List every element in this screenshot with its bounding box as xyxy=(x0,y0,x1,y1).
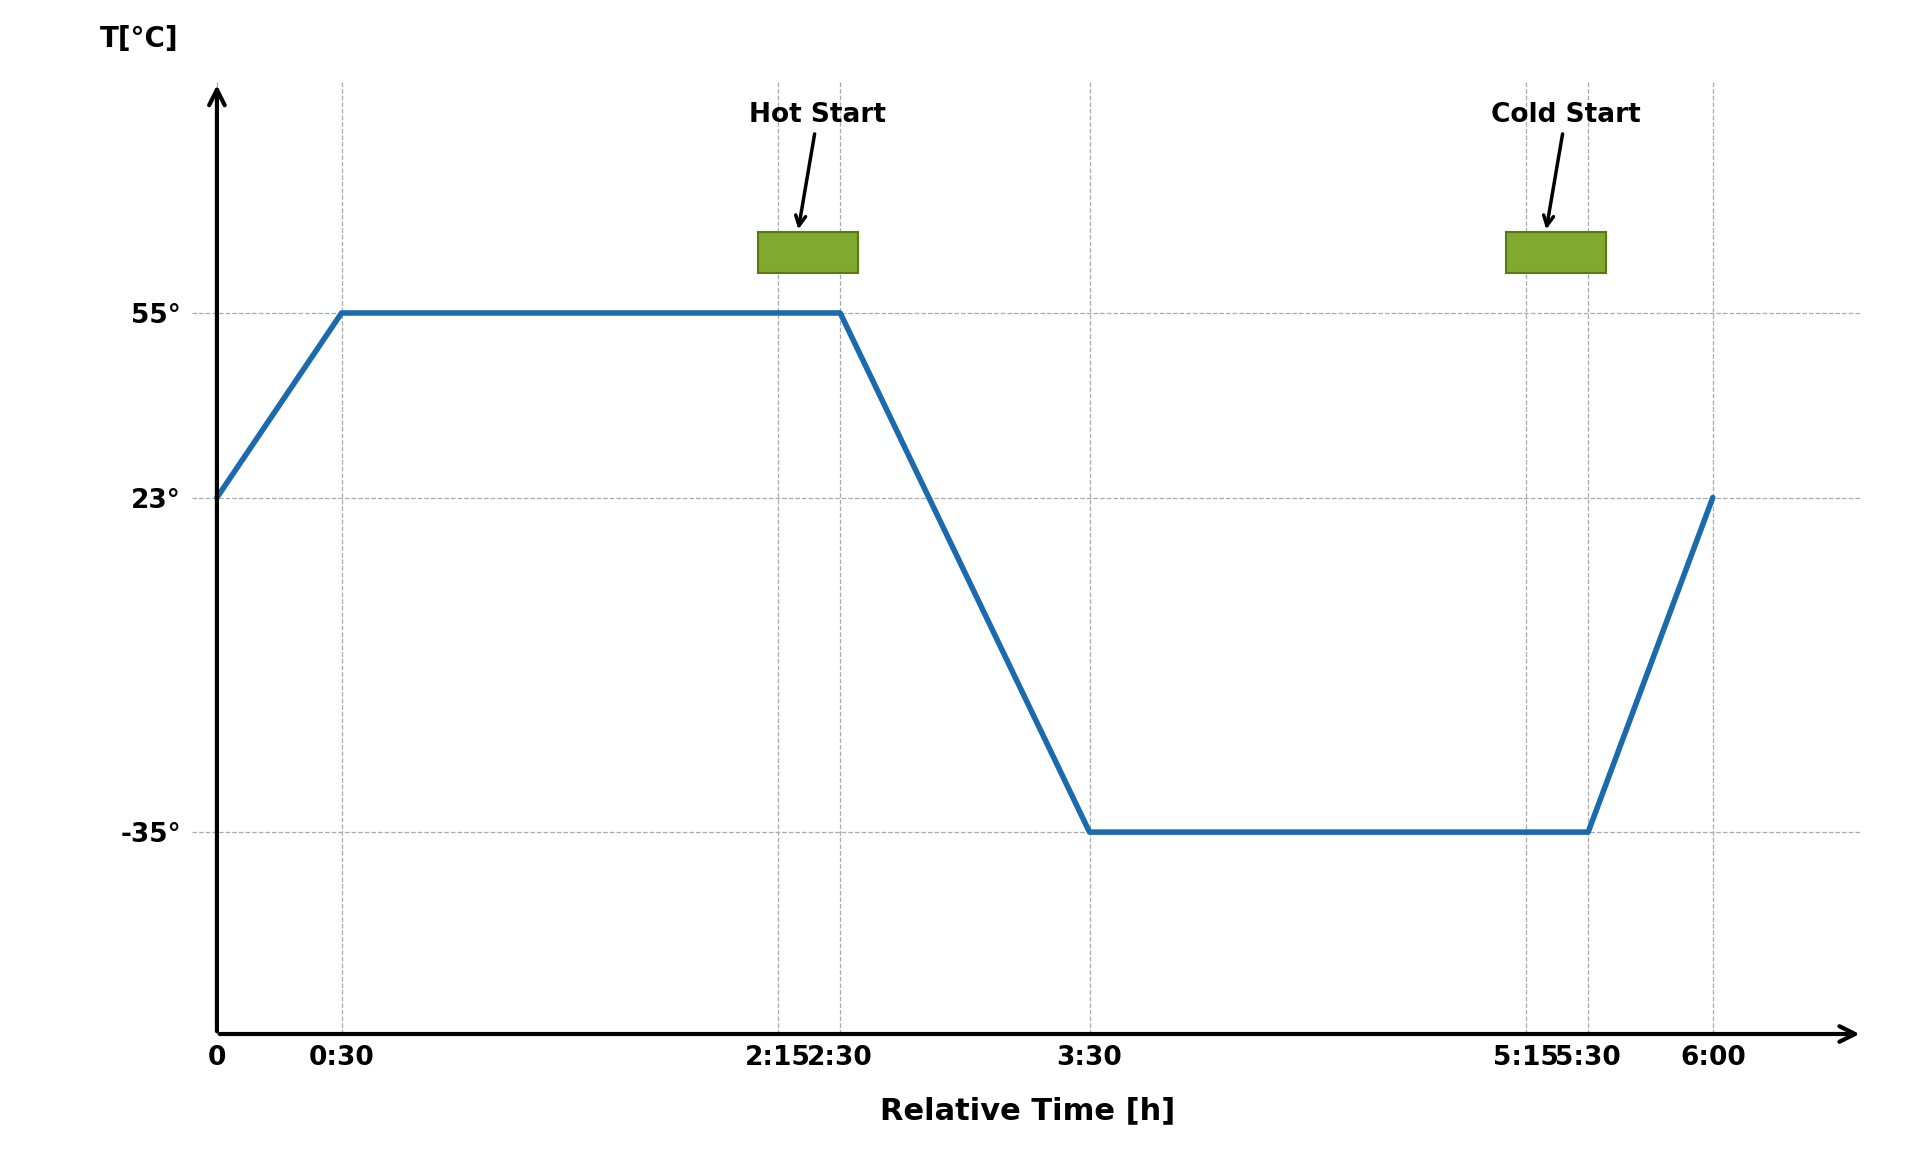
Text: Hot Start: Hot Start xyxy=(749,102,887,226)
Text: T[°C]: T[°C] xyxy=(100,25,179,53)
X-axis label: Relative Time [h]: Relative Time [h] xyxy=(879,1096,1175,1126)
Bar xyxy=(758,233,858,273)
Bar xyxy=(1505,233,1605,273)
Text: Cold Start: Cold Start xyxy=(1490,102,1640,226)
